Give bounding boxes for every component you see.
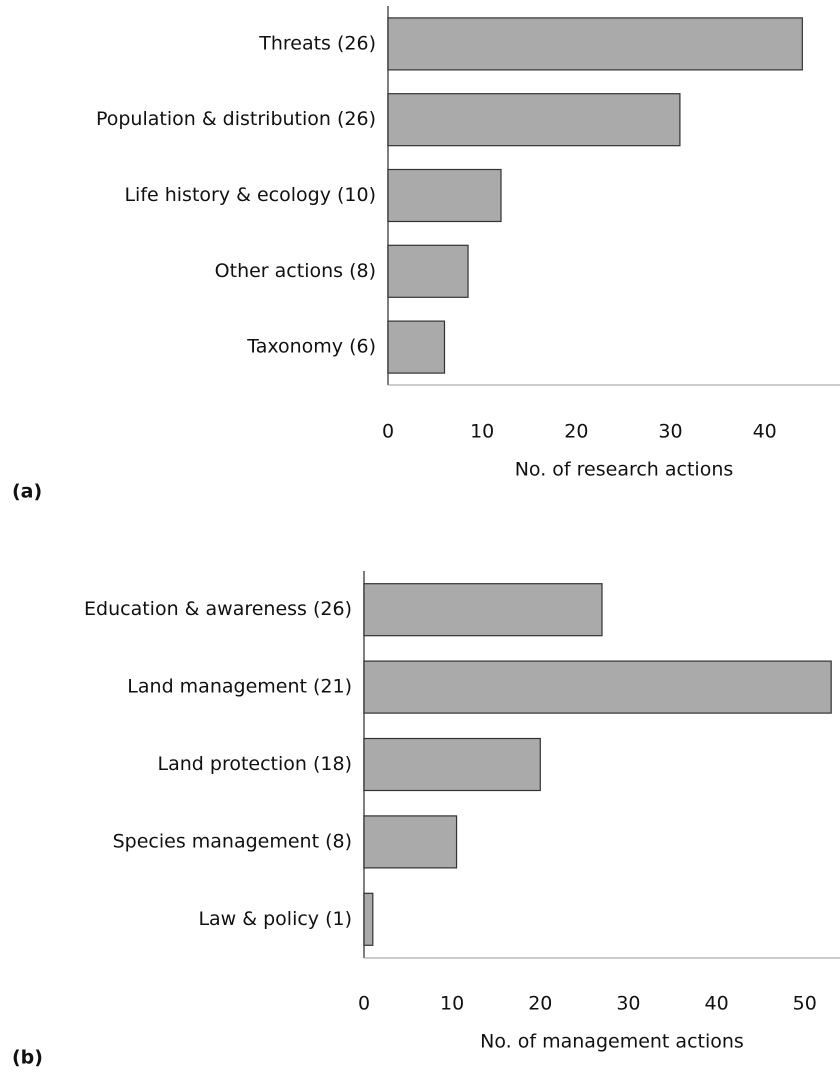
category-label: Population & distribution (26): [96, 108, 376, 130]
category-label: Land management (21): [127, 676, 352, 698]
x-tick-label: 0: [358, 993, 370, 1015]
x-tick-label: 30: [616, 993, 640, 1015]
bar: [363, 815, 458, 869]
x-tick-label: 50: [793, 993, 817, 1015]
x-tick-label: 40: [704, 993, 728, 1015]
x-tick-label: 10: [470, 421, 494, 443]
category-label: Other actions (8): [215, 260, 376, 282]
category-label: Life history & ecology (10): [124, 184, 376, 206]
x-axis-label: No. of management actions: [480, 1031, 744, 1053]
x-tick-label: 20: [564, 421, 588, 443]
category-label: Threats (26): [258, 32, 376, 54]
x-tick-label: 20: [528, 993, 552, 1015]
category-label: Species management (8): [113, 830, 352, 852]
category-label: Land protection (18): [158, 753, 352, 775]
bar: [387, 17, 803, 71]
x-tick-label: 40: [753, 421, 777, 443]
category-label: Law & policy (1): [198, 908, 352, 930]
category-label: Education & awareness (26): [84, 598, 352, 620]
bar: [387, 93, 681, 147]
bar: [387, 320, 446, 374]
category-label: Taxonomy (6): [246, 336, 376, 358]
bar: [363, 660, 832, 714]
bar: [363, 583, 603, 637]
bar: [387, 244, 469, 298]
panel-label: (a): [12, 481, 42, 503]
panel-label: (b): [12, 1047, 43, 1069]
x-tick-label: 10: [440, 993, 464, 1015]
bar: [363, 892, 374, 946]
bar: [363, 737, 541, 792]
x-tick-label: 0: [382, 421, 394, 443]
x-tick-label: 30: [658, 421, 682, 443]
x-axis-label: No. of research actions: [515, 459, 734, 481]
bar: [387, 168, 502, 223]
